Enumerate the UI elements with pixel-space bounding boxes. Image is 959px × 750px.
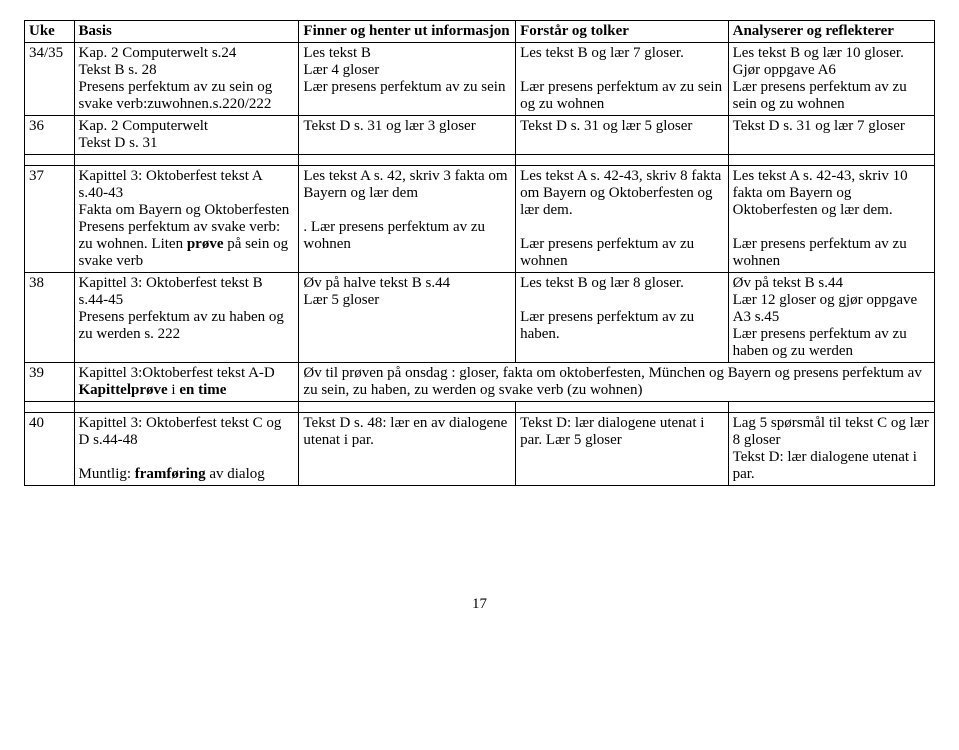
- cell-finner: Les tekst A s. 42, skriv 3 fakta om Baye…: [299, 166, 516, 273]
- cell-basis: Kapittel 3: Oktoberfest tekst C og D s.4…: [74, 413, 299, 486]
- header-row: Uke Basis Finner og henter ut informasjo…: [25, 21, 935, 43]
- row-39: 39 Kapittel 3:Oktoberfest tekst A-D Kapi…: [25, 363, 935, 402]
- basis-text-bold2: en time: [179, 382, 226, 398]
- plan-table: Uke Basis Finner og henter ut informasjo…: [24, 20, 935, 486]
- cell-analyse: Tekst D s. 31 og lær 7 gloser: [728, 116, 934, 155]
- header-uke: Uke: [25, 21, 75, 43]
- cell-uke: 37: [25, 166, 75, 273]
- cell-forstar: Les tekst B og lær 8 gloser. Lær presens…: [516, 273, 729, 363]
- cell-uke: 38: [25, 273, 75, 363]
- cell-merged: Øv til prøven på onsdag : gloser, fakta …: [299, 363, 935, 402]
- cell-finner: Øv på halve tekst B s.44 Lær 5 gloser: [299, 273, 516, 363]
- cell-finner: Les tekst B Lær 4 gloser Lær presens per…: [299, 43, 516, 116]
- row-36: 36 Kap. 2 Computerwelt Tekst D s. 31 Tek…: [25, 116, 935, 155]
- cell-forstar: Les tekst B og lær 7 gloser. Lær presens…: [516, 43, 729, 116]
- cell-basis: Kapittel 3: Oktoberfest tekst A s.40-43 …: [74, 166, 299, 273]
- cell-finner: Tekst D s. 31 og lær 3 gloser: [299, 116, 516, 155]
- row-40: 40 Kapittel 3: Oktoberfest tekst C og D …: [25, 413, 935, 486]
- basis-text-bold: framføring: [135, 466, 206, 482]
- basis-text-bold: prøve: [187, 236, 224, 252]
- basis-text-bold: Kapittelprøve: [79, 382, 168, 398]
- cell-uke: 40: [25, 413, 75, 486]
- cell-analyse: Øv på tekst B s.44 Lær 12 gloser og gjør…: [728, 273, 934, 363]
- cell-basis: Kap. 2 Computerwelt Tekst D s. 31: [74, 116, 299, 155]
- cell-forstar: Tekst D s. 31 og lær 5 gloser: [516, 116, 729, 155]
- basis-text-pre: Kapittel 3:Oktoberfest tekst A-D: [79, 365, 275, 381]
- cell-uke: 36: [25, 116, 75, 155]
- header-finner: Finner og henter ut informasjon: [299, 21, 516, 43]
- basis-text-post: av dialog: [206, 466, 265, 482]
- header-basis: Basis: [74, 21, 299, 43]
- row-37: 37 Kapittel 3: Oktoberfest tekst A s.40-…: [25, 166, 935, 273]
- cell-uke: 34/35: [25, 43, 75, 116]
- spacer-row: [25, 155, 935, 166]
- cell-finner: Tekst D s. 48: lær en av dialogene utena…: [299, 413, 516, 486]
- cell-basis: Kapittel 3:Oktoberfest tekst A-D Kapitte…: [74, 363, 299, 402]
- cell-basis: Kap. 2 Computerwelt s.24 Tekst B s. 28 P…: [74, 43, 299, 116]
- cell-analyse: Les tekst A s. 42-43, skriv 10 fakta om …: [728, 166, 934, 273]
- cell-forstar: Tekst D: lær dialogene utenat i par. Lær…: [516, 413, 729, 486]
- row-34-35: 34/35 Kap. 2 Computerwelt s.24 Tekst B s…: [25, 43, 935, 116]
- basis-text-post: i: [168, 382, 180, 398]
- page-number: 17: [24, 596, 935, 613]
- cell-forstar: Les tekst A s. 42-43, skriv 8 fakta om B…: [516, 166, 729, 273]
- cell-analyse: Lag 5 spørsmål til tekst C og lær 8 glos…: [728, 413, 934, 486]
- cell-uke: 39: [25, 363, 75, 402]
- spacer-row: [25, 402, 935, 413]
- header-forstar: Forstår og tolker: [516, 21, 729, 43]
- cell-analyse: Les tekst B og lær 10 gloser. Gjør oppga…: [728, 43, 934, 116]
- header-analyse: Analyserer og reflekterer: [728, 21, 934, 43]
- cell-basis: Kapittel 3: Oktoberfest tekst B s.44-45 …: [74, 273, 299, 363]
- row-38: 38 Kapittel 3: Oktoberfest tekst B s.44-…: [25, 273, 935, 363]
